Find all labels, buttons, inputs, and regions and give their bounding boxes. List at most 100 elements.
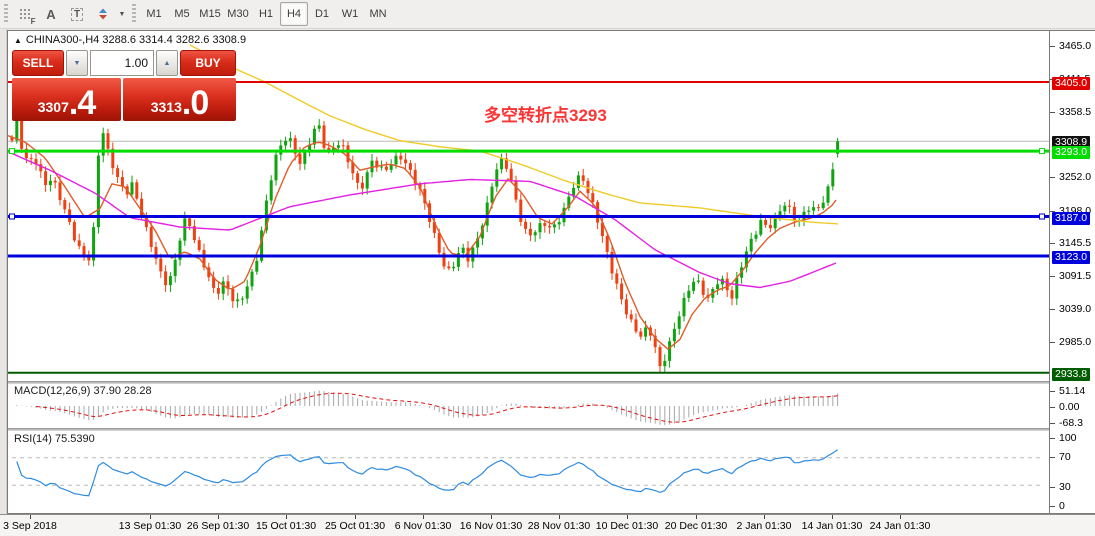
sell-price-frac: .4	[68, 84, 96, 123]
price-axis[interactable]: 3465.03411.53358.53252.03198.03145.53091…	[1050, 30, 1095, 514]
price-tick-label: 100	[1059, 432, 1077, 444]
chart-title: ▲ CHINA300-,H4 3288.6 3314.4 3282.6 3308.…	[14, 34, 247, 46]
macd-label: MACD(12,26,9) 37.90 28.28	[14, 385, 152, 397]
collapse-arrow-icon[interactable]: ▲	[14, 36, 22, 45]
timeframe-toolbar-grip[interactable]	[132, 4, 136, 24]
rsi-label: RSI(14) 75.5390	[14, 433, 95, 445]
grid-dots-icon: F	[18, 7, 36, 26]
price-level-label: 3308.9	[1052, 136, 1091, 150]
left-dock-strip	[0, 29, 7, 536]
buy-button[interactable]: BUY	[180, 50, 236, 76]
hline-handle[interactable]	[9, 213, 15, 220]
ma-fast-orange	[8, 135, 837, 351]
price-tick-label: 3145.5	[1059, 237, 1092, 250]
volume-increase-button[interactable]: ▲	[156, 50, 178, 76]
timeframe-button-H4[interactable]: H4	[280, 2, 308, 26]
timeframe-button-M30[interactable]: M30	[227, 8, 249, 20]
price-tick-label: 3252.0	[1059, 171, 1092, 184]
arrange-button[interactable]	[91, 2, 115, 26]
ma-slow-yellow	[189, 44, 839, 225]
timeframe-button-M15[interactable]: M15	[199, 8, 221, 20]
price-tick-label: 3358.5	[1059, 105, 1092, 118]
buy-price-frac: .0	[181, 84, 209, 123]
macd-signal-line	[35, 392, 838, 423]
time-tick-mark	[900, 515, 901, 519]
time-tick-label: 10 Dec 01:30	[595, 520, 659, 532]
sell-price-display[interactable]: 3307.4	[12, 78, 121, 121]
price-tick-label: 3091.5	[1059, 270, 1092, 283]
time-tick-label: 25 Oct 01:30	[324, 520, 386, 532]
time-axis[interactable]: 3 Sep 2018 13 Sep 01:30 26 Sep 01:30 15 Oct…	[0, 514, 1095, 536]
hline-handle[interactable]	[1039, 213, 1045, 220]
toolbar: F A T ▼ M1 M5 M15 M30 H1 H4 D1 W1 MN	[0, 0, 1095, 29]
time-tick-mark	[423, 515, 424, 519]
timeframe-button-W1[interactable]: W1	[341, 8, 359, 20]
macd-splitter[interactable]	[8, 381, 1049, 384]
price-tick-label: 3465.0	[1059, 39, 1092, 52]
text-label-button[interactable]: T	[65, 2, 89, 26]
time-tick-mark	[286, 515, 287, 519]
time-tick-label: 3 Sep 2018	[3, 520, 57, 532]
macd-pane[interactable]	[8, 384, 1049, 428]
hline-handle[interactable]	[1039, 148, 1045, 155]
volume-decrease-button[interactable]: ▼	[66, 50, 88, 76]
candles-layer	[10, 114, 840, 373]
price-level-label: 3293.0	[1052, 146, 1091, 160]
rsi-splitter[interactable]	[8, 428, 1049, 431]
rsi-pane[interactable]	[8, 431, 1049, 513]
time-tick-label: 6 Nov 01:30	[394, 520, 452, 532]
time-tick-mark	[355, 515, 356, 519]
text-label-icon: T	[70, 7, 84, 21]
letter-a-icon: A	[46, 6, 56, 22]
time-tick-label: 16 Nov 01:30	[459, 520, 523, 532]
time-tick-mark	[764, 515, 765, 519]
price-level-label: 3405.0	[1052, 77, 1091, 90]
time-tick-label: 24 Jan 01:30	[869, 520, 931, 532]
buy-price-main: 3313	[150, 99, 182, 115]
time-tick-mark	[696, 515, 697, 519]
time-tick-label: 15 Oct 01:30	[255, 520, 317, 532]
arrange-dropdown-caret[interactable]: ▼	[118, 10, 126, 18]
sell-price-main: 3307	[37, 99, 69, 115]
time-tick-label: 13 Sep 01:30	[118, 520, 182, 532]
price-tick-label: 2985.0	[1059, 336, 1092, 349]
time-tick-label: 14 Jan 01:30	[801, 520, 863, 532]
price-tick-label: 3039.0	[1059, 302, 1092, 315]
volume-input[interactable]	[90, 50, 154, 76]
cursor-button[interactable]: A	[39, 2, 63, 26]
price-tick-label: 0.00	[1059, 401, 1080, 413]
sell-button[interactable]: SELL	[12, 50, 64, 76]
indicators-grid-button[interactable]: F	[13, 2, 37, 26]
time-tick-mark	[832, 515, 833, 519]
main-price-chart[interactable]	[8, 31, 1049, 381]
rsi-line	[16, 449, 838, 497]
timeframe-button-D1[interactable]: D1	[314, 8, 330, 20]
price-level-label: 3123.0	[1052, 250, 1091, 264]
price-tick-label: 51.14	[1059, 385, 1086, 397]
chart-window[interactable]: ▲ CHINA300-,H4 3288.6 3314.4 3282.6 3308.…	[7, 30, 1050, 514]
time-tick-label: 20 Dec 01:30	[664, 520, 728, 532]
price-level-label: 3187.0	[1052, 211, 1091, 225]
ma-medium-magenta	[8, 151, 837, 289]
one-click-trade-panel: SELL ▼ ▲ BUY 3307.4 3313.0	[12, 50, 236, 121]
sort-arrows-icon	[99, 8, 107, 20]
timeframe-button-H1[interactable]: H1	[258, 8, 274, 20]
time-tick-mark	[150, 515, 151, 519]
price-tick-label: 70	[1059, 451, 1071, 463]
timeframe-button-M1[interactable]: M1	[146, 8, 162, 20]
timeframe-button-M5[interactable]: M5	[174, 8, 190, 20]
price-level-label: 2933.8	[1052, 367, 1091, 381]
toolbar-grip[interactable]	[4, 4, 8, 24]
buy-price-display[interactable]: 3313.0	[123, 78, 236, 121]
time-tick-label: 2 Jan 01:30	[736, 520, 792, 532]
price-tick-label: -68.3	[1059, 417, 1083, 429]
time-tick-mark	[559, 515, 560, 519]
price-tick-label: 0	[1059, 500, 1065, 512]
timeframe-button-MN[interactable]: MN	[369, 8, 387, 20]
hline-handle[interactable]	[9, 148, 15, 155]
time-tick-mark	[627, 515, 628, 519]
time-tick-mark	[491, 515, 492, 519]
timeframe-bar: M1 M5 M15 M30 H1 H4 D1 W1 MN	[140, 2, 392, 26]
time-tick-label: 28 Nov 01:30	[527, 520, 591, 532]
